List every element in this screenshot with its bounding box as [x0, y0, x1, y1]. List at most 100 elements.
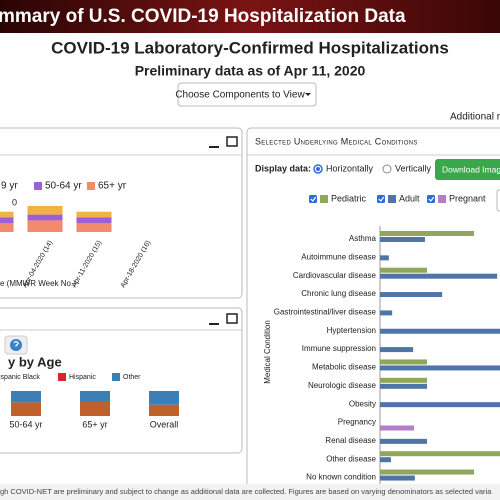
legend-label: 50-64 yr: [45, 181, 82, 192]
bar-segment: [0, 217, 14, 224]
legend-swatch: [438, 195, 446, 203]
legend-label: Pediatric: [331, 193, 367, 203]
bar: [380, 383, 428, 389]
download-button[interactable]: [435, 159, 500, 180]
bar: [380, 469, 475, 475]
x-tick-label: Overall: [150, 419, 179, 429]
note: Additional ra: [450, 112, 500, 123]
legend-label: Other: [123, 374, 141, 381]
legend-label: Pregnant: [449, 193, 486, 203]
radio-label[interactable]: Horizontally: [326, 163, 374, 173]
window-icon[interactable]: [226, 136, 238, 147]
help-glyph: [13, 340, 19, 347]
legend-swatch: [388, 195, 396, 203]
bar-segment: [11, 391, 41, 403]
menu-button-label[interactable]: Choose Components to View: [175, 90, 305, 101]
legend-label: 9 yr: [1, 181, 18, 192]
y-tick-label: Asthma: [349, 234, 377, 243]
plot: 50-64 yr 65+ yr Overall: [9, 391, 179, 429]
checkmark: [428, 196, 435, 202]
legend-label: Adult: [399, 193, 420, 203]
legend-swatch: [320, 195, 328, 203]
y-tick-label: No known condition: [306, 473, 376, 482]
y-tick-label: Obesity: [349, 399, 376, 408]
bar-segment: [80, 401, 110, 416]
window-icon[interactable]: [226, 313, 238, 324]
y-tick-label: Metabolic disease: [312, 363, 377, 372]
bar-segment: [149, 391, 179, 405]
menu-button[interactable]: [177, 82, 317, 107]
x-tick-label: 65+ yr: [82, 419, 107, 429]
legend-swatch: [58, 373, 66, 381]
control-box[interactable]: [496, 189, 500, 212]
legend-label: 65+ yr: [98, 181, 127, 192]
annotation: 0: [12, 197, 17, 207]
radio[interactable]: [382, 164, 392, 174]
legend-label: ispanic Black: [0, 374, 40, 381]
minimize-icon[interactable]: [209, 146, 219, 148]
bar: [380, 328, 500, 334]
y-tick-label: Neurologic disease: [308, 381, 377, 390]
y-tick-label: Immune suppression: [302, 344, 376, 353]
y-tick-label: Renal disease: [325, 436, 376, 445]
y-tick-label: Other disease: [326, 454, 376, 463]
bar: [380, 267, 428, 273]
bar-segment: [76, 223, 112, 232]
legend-checkbox: [309, 195, 317, 203]
footer-text: gh COVID-NET are preliminary and subject…: [0, 487, 492, 496]
bar-segment: [76, 211, 112, 218]
bar: [380, 231, 475, 236]
legend-checkbox: [427, 195, 435, 203]
y-tick-label: Cardiovascular disease: [293, 271, 377, 280]
bar-segment: [11, 402, 41, 416]
bar: [380, 425, 415, 431]
plot: Asthma Autoimmune disease Cardiovascular d…: [274, 231, 500, 482]
bar-segment: [149, 404, 179, 416]
legend-swatch: [112, 373, 120, 381]
bar-segment: [0, 223, 14, 232]
panel: [0, 127, 243, 299]
checkmark: [378, 196, 385, 202]
legend-checkbox: [377, 195, 385, 203]
y-tick-label: Gastrointestinal/liver disease: [274, 308, 377, 317]
bar: [380, 359, 428, 365]
radio-label[interactable]: Vertically: [395, 163, 432, 173]
y-tick-label: Autoimmune disease: [301, 252, 376, 261]
y-tick-label: Hyptertension: [327, 326, 376, 335]
page-subtitle: Preliminary data as of Apr 11, 2020: [135, 63, 366, 79]
bar: [380, 457, 391, 463]
legend-label: Hispanic: [69, 374, 96, 381]
caret: [305, 93, 311, 96]
bar-segment: [0, 211, 14, 218]
radio-dot: [316, 167, 320, 171]
bar: [380, 438, 428, 444]
checkmark: [310, 196, 317, 202]
y-axis-label: Medical Condition: [263, 320, 272, 384]
y-tick-label: Pregnancy: [338, 418, 376, 427]
download-label[interactable]: Download Image: [442, 164, 500, 174]
panel: [0, 307, 243, 454]
chart-title: y by Age: [8, 354, 62, 369]
legend-swatch: [87, 182, 95, 190]
display-label: Display data:: [255, 163, 311, 173]
page-title: COVID-19 Laboratory-Confirmed Hospitaliz…: [51, 38, 449, 57]
bar: [380, 402, 500, 408]
bar: [380, 377, 428, 383]
banner: [0, 0, 500, 33]
bar: [380, 475, 415, 481]
bar-segment: [27, 205, 63, 215]
footer: [0, 484, 500, 500]
banner-title: mmary of U.S. COVID-19 Hospitalization D…: [0, 6, 406, 27]
bar: [380, 273, 498, 279]
minimize-icon[interactable]: [209, 323, 219, 325]
bar: [380, 292, 443, 298]
bar: [380, 255, 389, 261]
bar: [380, 347, 414, 353]
bar: [380, 451, 500, 457]
bar-segment: [76, 217, 112, 224]
x-axis-label: e (MMWR Week No.): [0, 279, 76, 288]
panel-title: Selected Underlying Medical Conditions: [255, 136, 418, 146]
bar-segment: [27, 220, 63, 232]
bar-segment: [27, 214, 63, 221]
